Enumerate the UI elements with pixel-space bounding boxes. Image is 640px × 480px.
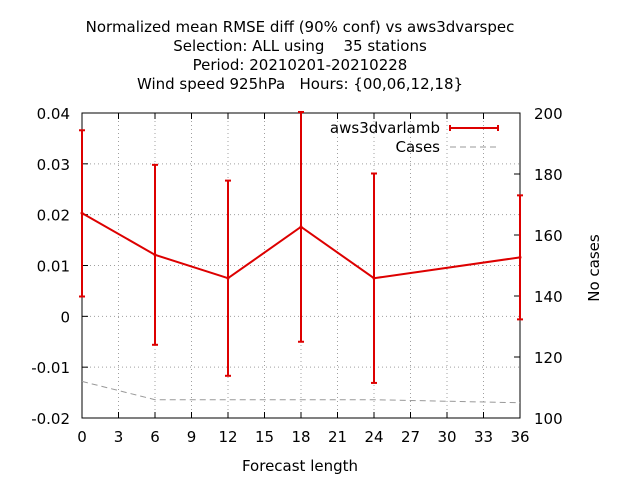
y2-tick-label: 180 [534, 166, 563, 184]
series-layer [79, 110, 523, 404]
data-point [153, 253, 157, 257]
data-point [518, 255, 522, 259]
x-tick-label: 3 [114, 428, 124, 446]
data-point [372, 276, 376, 280]
y2-tick-label: 200 [534, 105, 563, 123]
y-tick-label: 0 [60, 308, 70, 326]
y-tick-label: 0.01 [37, 258, 70, 276]
data-point [80, 211, 84, 215]
data-point [299, 225, 303, 229]
x-tick-label: 12 [218, 428, 237, 446]
y2-tick-label: 160 [534, 227, 563, 245]
legend-label: Cases [395, 138, 440, 156]
x-tick-label: 24 [364, 428, 383, 446]
y-tick-label: -0.01 [31, 359, 70, 377]
chart-title: Normalized mean RMSE diff (90% conf) vs … [86, 18, 515, 93]
series-line-Cases [81, 380, 521, 404]
x-tick-label: 15 [255, 428, 274, 446]
x-tick-label: 30 [437, 428, 456, 446]
y2-tick-label: 120 [534, 349, 563, 367]
title-line-1: Normalized mean RMSE diff (90% conf) vs … [86, 18, 515, 36]
x-axis-label: Forecast length [242, 457, 358, 475]
x-tick-label: 9 [187, 428, 197, 446]
title-line-4: Wind speed 925hPa Hours: {00,06,12,18} [137, 75, 463, 93]
y2-tick-label: 100 [534, 410, 563, 428]
legend-label: aws3dvarlamb [330, 119, 440, 137]
y2-tick-label: 140 [534, 288, 563, 306]
title-line-2: Selection: ALL using 35 stations [173, 37, 427, 55]
y-tick-label: 0.03 [37, 156, 70, 174]
x-tick-label: 6 [150, 428, 160, 446]
y-tick-label: -0.02 [31, 410, 70, 428]
y2-axis-label: No cases [585, 234, 603, 302]
series-line-aws3dvarlamb [81, 212, 521, 280]
y-tick-label: 0.04 [37, 105, 70, 123]
x-tick-label: 21 [328, 428, 347, 446]
data-point [226, 276, 230, 280]
x-tick-label: 33 [474, 428, 493, 446]
y-tick-label: 0.02 [37, 207, 70, 225]
tick-labels: 0 3 6 9 12 15 18 21 24 27 30 33 360.040.030.020.010-… [31, 105, 562, 446]
x-tick-label: 27 [401, 428, 420, 446]
x-tick-label: 0 [77, 428, 87, 446]
x-tick-label: 18 [291, 428, 310, 446]
title-line-3: Period: 20210201-20210228 [193, 56, 408, 74]
x-tick-label: 36 [510, 428, 529, 446]
